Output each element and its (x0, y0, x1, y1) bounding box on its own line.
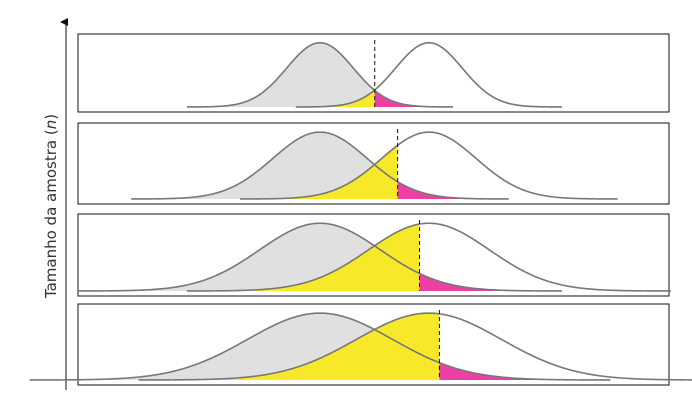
null-distribution-curve (29, 312, 611, 381)
alpha-area (439, 362, 611, 380)
alpha-area (374, 90, 454, 107)
panels (29, 33, 692, 386)
panel-3 (77, 213, 671, 297)
panel-1 (77, 33, 670, 113)
null-acceptance-area (186, 42, 375, 108)
alternative-distribution-curve (138, 312, 692, 381)
alternative-distribution-curve (295, 41, 563, 108)
alternative-distribution-curve (240, 131, 618, 200)
alpha-area (397, 181, 509, 199)
null-distribution-curve (186, 41, 454, 108)
sample-size-axis-label: Tamanho da amostra (n) (42, 114, 60, 299)
beta-area (138, 313, 440, 380)
panel-frame (77, 33, 670, 113)
alternative-distribution-curve (186, 222, 671, 292)
panel-4 (29, 303, 692, 386)
panel-2 (77, 122, 670, 205)
alpha-area (419, 273, 562, 291)
beta-area (186, 224, 420, 291)
null-distribution-curve (131, 131, 509, 200)
null-acceptance-area (131, 132, 398, 199)
beta-area (295, 89, 375, 107)
null-distribution-curve (77, 222, 563, 292)
beta-area (240, 145, 398, 199)
